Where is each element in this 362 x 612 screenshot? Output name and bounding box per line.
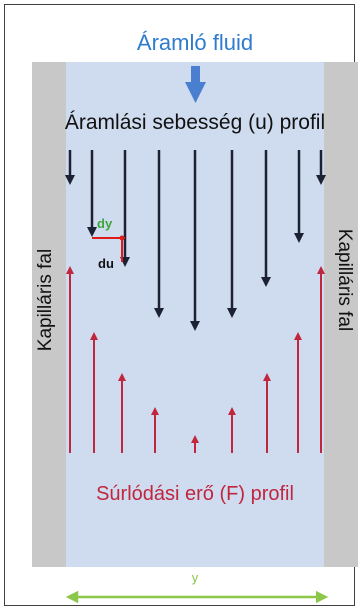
capillary-wall-right bbox=[324, 62, 358, 567]
y-label: y bbox=[192, 570, 199, 585]
du-marker bbox=[119, 235, 125, 241]
du-label: du bbox=[98, 256, 114, 271]
friction-profile-label: Súrlódási erő (F) profil bbox=[96, 483, 294, 505]
flow-arrow-icon bbox=[185, 66, 206, 103]
friction-arrows bbox=[66, 266, 325, 453]
velocity-arrows bbox=[65, 150, 326, 331]
velocity-profile-label: Áramlási sebesség (u) profil bbox=[65, 111, 325, 134]
dy-label: dy bbox=[97, 216, 113, 231]
wall-label-right: Kapilláris fal bbox=[334, 229, 355, 331]
wall-label-left: Kapilláris fal bbox=[35, 249, 56, 351]
flow-title: Áramló fluid bbox=[137, 30, 253, 55]
capillary-wall-left bbox=[32, 62, 66, 567]
